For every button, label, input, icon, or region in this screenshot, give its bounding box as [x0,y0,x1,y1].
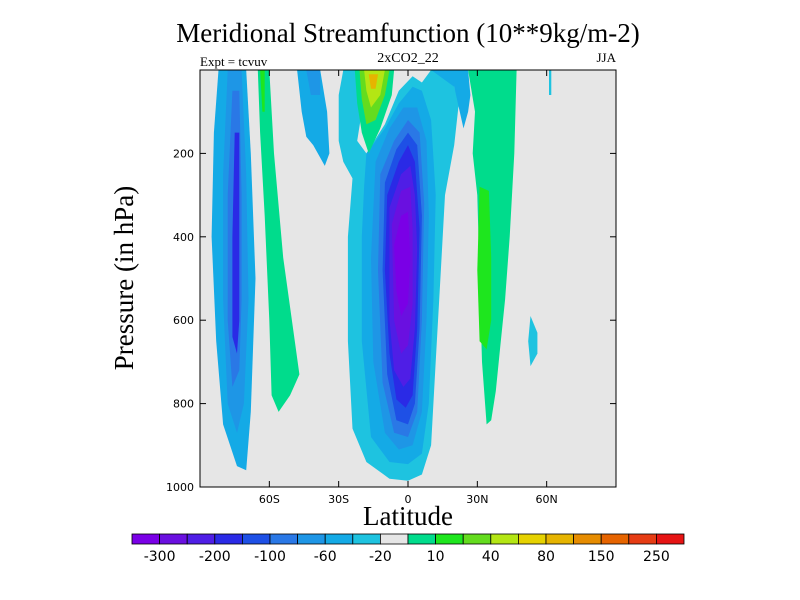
chart-subtitle: 2xCO2_22 [377,51,438,66]
y-tick-label-4: 1000 [166,481,194,494]
colorbar-swatch-8 [352,533,381,545]
x-tick-label-2: 0 [405,493,412,506]
colorbar-swatch-7 [324,533,354,545]
contour-region-22 [468,70,517,425]
colorbar-swatch-12 [462,533,492,545]
colorbar-swatch-6 [297,533,326,545]
contour-region-4 [257,70,300,412]
colorbar-label-3: -60 [314,549,337,565]
contour-region-20 [368,74,378,89]
colorbar-label-6: 40 [482,549,500,565]
contour-region-5 [260,70,265,112]
y-axis-ticks: 200 400 600 800 1000 [166,147,616,494]
contour-region-6 [297,70,330,166]
colorbar-swatch-5 [269,533,299,545]
colorbar-swatch-11 [435,533,464,545]
colorbar-swatch-4 [241,533,271,545]
colorbar-swatch-13 [490,533,519,545]
contour-region-23 [477,186,492,350]
colorbar-label-2: -100 [254,549,286,565]
colorbar-label-5: 10 [427,549,445,565]
colorbar-swatch-18 [628,533,657,545]
colorbar-swatch-3 [214,533,243,545]
y-tick-label-3: 800 [173,398,194,411]
contour-region-7 [306,70,321,95]
colorbar-swatch-19 [656,533,685,545]
colorbar-labels: -300 -200 -100 -60 -20 10 40 80 150 250 [144,549,670,565]
colorbar-label-0: -300 [144,549,176,565]
colorbar-swatch-1 [159,533,188,545]
contour-region-3 [232,132,240,354]
contour-region-16 [394,211,411,316]
colorbar [131,533,685,545]
contour-region-21 [431,70,471,129]
colorbar-swatch-2 [186,533,216,545]
x-tick-label-0: 60S [259,493,280,506]
season-label: JJA [596,50,616,65]
contour-region-24 [549,70,552,95]
colorbar-swatch-17 [600,533,630,545]
x-axis-ticks: 60S 30S 0 30N 60N [259,70,558,506]
colorbar-label-4: -20 [369,549,392,565]
colorbar-swatch-9 [379,533,409,545]
colorbar-swatch-16 [573,533,602,545]
colorbar-swatch-0 [131,533,161,545]
colorbar-swatch-15 [545,533,575,545]
contour-regions [211,70,552,481]
y-axis-label: Pressure (in hPa) [109,186,139,370]
y-tick-label-2: 600 [173,314,194,327]
x-tick-label-3: 30N [466,493,488,506]
y-tick-label-1: 400 [173,231,194,244]
colorbar-label-8: 150 [588,549,615,565]
colorbar-swatch-10 [407,533,437,545]
colorbar-label-9: 250 [643,549,670,565]
experiment-label: Expt = tcvuv [200,54,268,69]
colorbar-swatch-14 [518,533,547,545]
colorbar-label-1: -200 [199,549,231,565]
colorbar-label-7: 80 [537,549,555,565]
x-axis-label: Latitude [363,501,453,531]
x-tick-label-1: 30S [328,493,349,506]
y-tick-label-0: 200 [173,147,194,160]
chart-title: Meridional Streamfunction (10**9kg/m-2) [176,18,639,48]
contour-region-25 [528,316,538,367]
x-tick-label-4: 60N [536,493,558,506]
